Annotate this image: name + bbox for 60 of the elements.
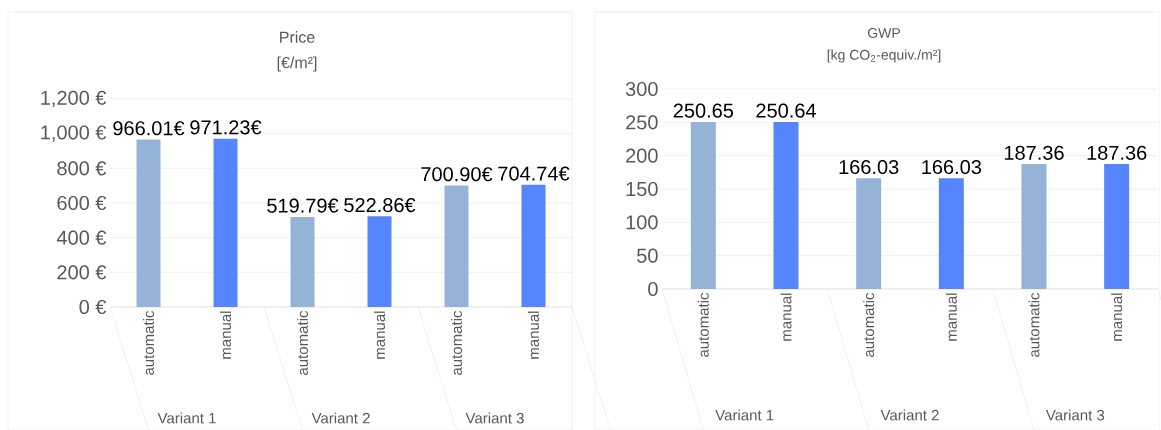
y-tick-label: 100	[626, 215, 658, 230]
x-tick-label: manual	[220, 311, 232, 359]
bar	[856, 178, 882, 289]
y-tick-label: 800 €	[57, 161, 107, 176]
bar	[773, 121, 799, 289]
text: Variant 2	[880, 409, 939, 421]
x-tick-label: manual	[374, 311, 386, 359]
y-tick-label: 200 €	[57, 265, 107, 280]
data-label: 700.90€	[421, 167, 493, 182]
data-label: 250.65	[673, 103, 734, 118]
y-tick-label: 250	[626, 115, 658, 130]
bar	[1104, 164, 1130, 289]
chart-title: GWP	[867, 28, 900, 38]
data-label: 704.74€	[498, 166, 570, 181]
data-label: 522.86€	[344, 198, 416, 213]
y-tick-label: 1,200 €	[41, 90, 107, 108]
y-tick-label: 300	[625, 81, 658, 97]
x-tick-label: automatic	[451, 310, 463, 375]
data-label: 166.03	[922, 159, 982, 175]
x-tick-label: automatic	[697, 292, 709, 357]
data-label: 971.23€	[190, 120, 262, 135]
bar	[136, 139, 161, 307]
chart-title: Price	[280, 31, 315, 43]
y-tick-label: 600 €	[57, 195, 107, 211]
chart-subtitle: [€/m²]	[277, 56, 317, 72]
bar	[938, 178, 964, 289]
y-tick-label: 400 €	[56, 230, 107, 245]
y-tick-label: 0	[648, 281, 658, 297]
y-tick-label: 1,000 €	[41, 125, 107, 142]
x-tick-label: manual	[528, 311, 539, 359]
bar	[1021, 164, 1047, 289]
bar	[444, 185, 469, 307]
text: Variant 3	[465, 412, 524, 424]
x-tick-label: automatic	[863, 292, 875, 357]
x-tick-label: automatic	[143, 310, 155, 375]
x-tick-label: manual	[945, 293, 957, 341]
bar	[521, 184, 546, 307]
data-label: 166.03	[839, 159, 899, 175]
bar	[367, 216, 392, 307]
bar	[213, 138, 238, 307]
x-tick-label: manual	[1111, 293, 1123, 341]
x-tick-label: manual	[780, 293, 792, 341]
y-tick-label: 0 €	[79, 299, 107, 315]
data-label: 519.79€	[267, 198, 339, 213]
y-tick-label: 50	[637, 248, 658, 263]
data-label: 250.64	[756, 103, 816, 118]
text: Variant 2	[311, 412, 370, 424]
y-tick-label: 150	[626, 181, 658, 197]
bar	[690, 121, 716, 289]
data-label: 966.01€	[113, 121, 185, 136]
x-tick-label: automatic	[297, 310, 309, 375]
text: Variant 3	[1045, 409, 1105, 421]
chart-subtitle: [kg CO$_{2}$-equiv./m²]	[827, 49, 941, 63]
data-label: 187.36	[1087, 145, 1147, 160]
x-tick-label: automatic	[1028, 292, 1040, 357]
text: Variant 1	[157, 412, 216, 424]
y-tick-label: 200	[626, 148, 658, 163]
text: Variant 1	[715, 409, 774, 421]
bar	[290, 216, 315, 307]
data-label: 187.36	[1004, 145, 1064, 160]
